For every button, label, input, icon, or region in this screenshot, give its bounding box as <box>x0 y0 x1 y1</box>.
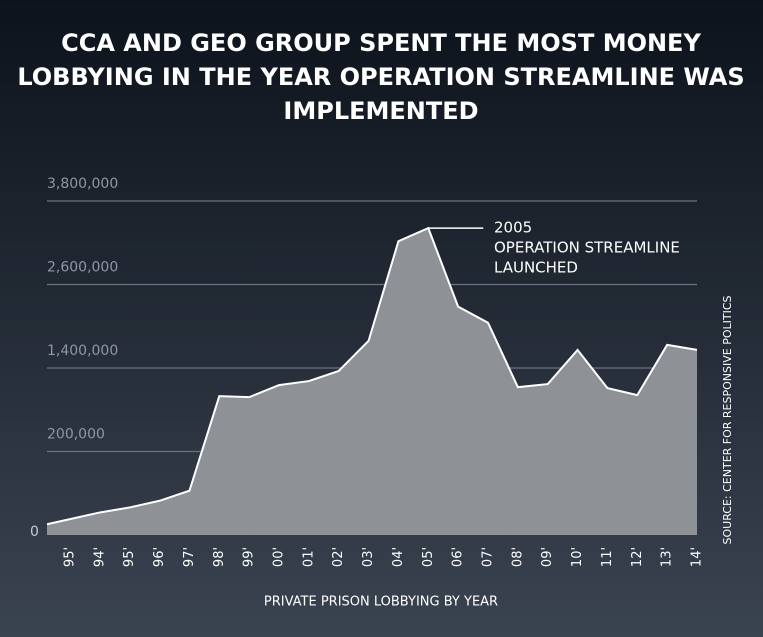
x-tick-label: 08' <box>510 547 525 567</box>
x-tick-label: 14' <box>690 547 705 567</box>
y-tick-label: 2,600,000 <box>47 260 118 276</box>
plot: 0 200,000 1,400,000 2,600,000 3,800,000 95' 94… <box>30 176 705 567</box>
y-tick-label: 0 <box>30 524 39 540</box>
annotation: LAUNCHED <box>494 259 578 277</box>
x-tick-label: 05' <box>421 547 436 567</box>
x-tick-label: 03' <box>361 547 376 567</box>
annotation: OPERATION STREAMLINE <box>494 239 680 257</box>
area-line <box>69 226 698 521</box>
y-tick-label: 3,800,000 <box>47 176 118 192</box>
x-tick-label: 99' <box>242 547 257 567</box>
chart-title: CCA AND GEO GROUP SPENT THE MOST MONEY <box>61 29 701 57</box>
x-tick-label: 10' <box>570 547 585 567</box>
y-tick-label: 1,400,000 <box>47 343 118 359</box>
x-tick-label: 97' <box>182 547 197 567</box>
x-tick-label: 07' <box>481 547 496 567</box>
x-tick-label: 01' <box>301 547 316 567</box>
source: SOURCE: CENTER FOR RESPONSIVE POLITICS <box>721 295 734 544</box>
x-tick-label: 98' <box>212 547 227 567</box>
x-axis-title: PRIVATE PRISON LOBBYING BY YEAR <box>264 595 498 610</box>
x-tick-label: 96' <box>152 547 167 567</box>
area <box>47 228 697 535</box>
x-tick-label: 94' <box>92 547 107 567</box>
x-tick-label: 00' <box>272 547 287 567</box>
x-tick-label: 04' <box>391 547 406 567</box>
annotation: 2005 <box>494 219 532 237</box>
chart-title: IMPLEMENTED <box>283 97 478 125</box>
chart-title: LOBBYING IN THE YEAR OPERATION STREAMLIN… <box>17 63 744 91</box>
x-tick-label: 13' <box>660 547 675 567</box>
x-tick-label: 02' <box>331 547 346 567</box>
x-tick-label: 06' <box>451 547 466 567</box>
x-tick-label: 12' <box>630 547 645 567</box>
x-tick-label: 09' <box>540 547 555 567</box>
lead-line <box>46 518 71 526</box>
x-tick-label: 11' <box>600 547 615 567</box>
y-tick-label: 200,000 <box>47 427 105 443</box>
x-tick-label: 95' <box>63 547 78 567</box>
x-tick-label: 95' <box>122 547 137 567</box>
